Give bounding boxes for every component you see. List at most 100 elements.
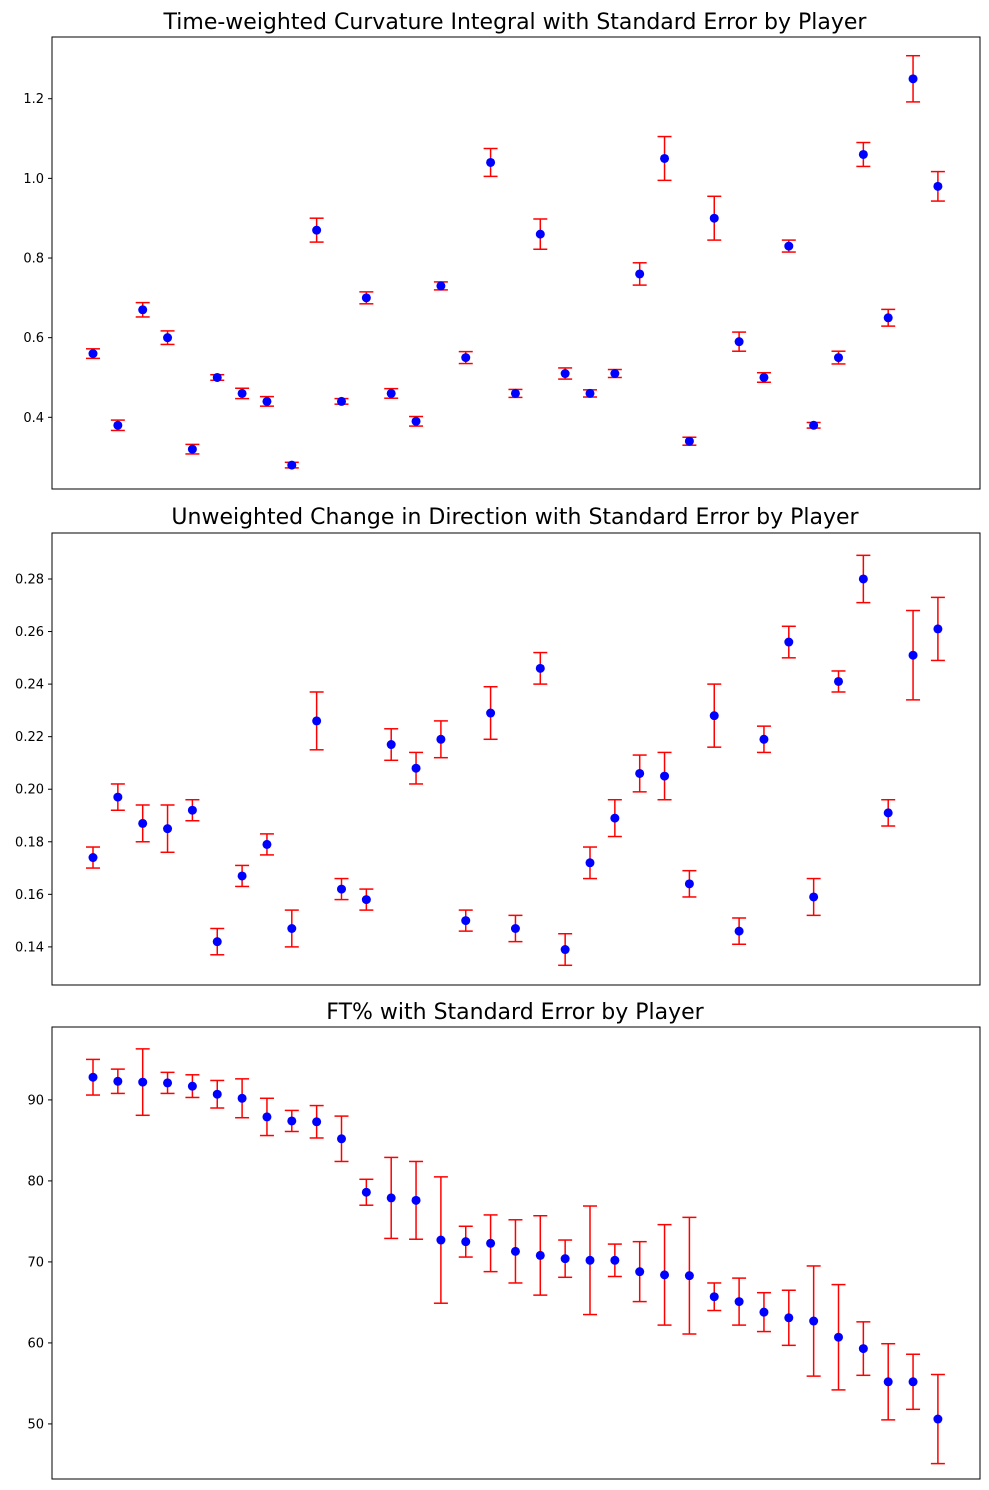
data-point [287, 1116, 297, 1126]
data-point [212, 372, 222, 382]
data-point [312, 716, 322, 726]
data-point [411, 763, 421, 773]
y-tick-label: 0.4 [23, 411, 44, 426]
data-point [461, 916, 471, 926]
chart-title: FT% with Standard Error by Player [326, 1000, 704, 1025]
y-tick-label: 0.14 [15, 940, 44, 955]
y-tick-label: 0.16 [15, 888, 44, 903]
data-point [337, 884, 346, 894]
data-point [709, 213, 719, 223]
data-point [610, 1255, 620, 1265]
data-point [535, 1250, 545, 1260]
data-point [510, 1246, 520, 1256]
data-point [834, 676, 843, 686]
curvature-chart: Time-weighted Curvature Integral with St… [23, 10, 981, 490]
data-point [883, 808, 893, 818]
data-point [834, 353, 843, 363]
data-point [883, 313, 893, 323]
data-point [187, 1081, 197, 1091]
data-marks [86, 54, 945, 470]
data-point [585, 388, 595, 398]
data-point [809, 1316, 819, 1326]
data-marks [86, 554, 945, 967]
data-point [535, 229, 545, 239]
data-point [113, 1076, 123, 1086]
data-point [858, 1344, 868, 1354]
y-axis-ticks: 50 60 70 80 90 [27, 1093, 52, 1432]
data-point [635, 269, 645, 279]
data-point [684, 879, 694, 889]
data-point [486, 157, 496, 167]
data-point [635, 768, 645, 778]
y-tick-label: 80 [27, 1174, 44, 1189]
data-point [187, 805, 197, 815]
data-point [386, 740, 396, 750]
data-point [461, 353, 471, 363]
data-point [237, 1093, 247, 1103]
data-point [486, 708, 496, 718]
data-point [163, 1078, 173, 1088]
data-point [287, 924, 297, 933]
data-point [386, 1193, 396, 1203]
data-point [212, 937, 222, 947]
y-tick-label: 1.0 [23, 172, 44, 187]
data-point [809, 892, 819, 902]
data-point [784, 637, 794, 647]
y-tick-label: 0.22 [15, 730, 44, 745]
data-point [486, 1238, 496, 1248]
data-point [933, 181, 943, 191]
y-tick-label: 0.6 [23, 331, 44, 346]
y-tick-label: 50 [27, 1417, 44, 1432]
data-point [610, 813, 620, 823]
data-point [113, 792, 123, 802]
y-tick-label: 0.8 [23, 252, 44, 267]
data-point [635, 1267, 645, 1277]
data-point [436, 281, 446, 291]
data-point [560, 369, 570, 379]
data-point [361, 1187, 371, 1197]
data-point [784, 241, 794, 251]
data-point [908, 650, 918, 660]
data-point [585, 1255, 595, 1265]
data-point [262, 1112, 272, 1122]
data-point [809, 420, 819, 430]
data-point [287, 460, 297, 470]
plot-frame [51, 1026, 981, 1480]
data-point [883, 1377, 893, 1387]
y-tick-label: 0.28 [15, 572, 44, 587]
data-point [361, 293, 371, 303]
direction-change-chart: Unweighted Change in Direction with Stan… [15, 505, 981, 986]
data-point [138, 818, 148, 828]
data-point [337, 396, 346, 406]
data-point [237, 871, 247, 881]
data-point [436, 1235, 446, 1245]
data-point [88, 853, 98, 863]
plot-frame [51, 36, 981, 490]
data-point [784, 1313, 794, 1323]
data-point [759, 734, 769, 744]
data-point [834, 1332, 843, 1342]
data-point [163, 824, 173, 834]
data-point [262, 839, 272, 849]
y-tick-label: 0.20 [15, 783, 44, 798]
data-point [660, 153, 670, 163]
data-point [461, 1237, 471, 1247]
data-point [933, 624, 943, 634]
data-point [237, 388, 247, 398]
data-point [858, 149, 868, 159]
data-point [436, 734, 446, 744]
chart-title: Time-weighted Curvature Integral with St… [163, 10, 868, 35]
data-point [560, 1254, 570, 1264]
y-axis-ticks: 0.14 0.16 0.18 0.20 0.22 0.24 0.26 0.28 [15, 572, 52, 955]
data-point [138, 305, 148, 315]
data-point [361, 895, 371, 905]
data-point [709, 1292, 719, 1302]
data-point [734, 1297, 744, 1307]
data-point [510, 924, 520, 933]
data-point [660, 771, 670, 781]
data-point [734, 337, 744, 347]
data-point [759, 1307, 769, 1317]
data-point [262, 396, 272, 406]
